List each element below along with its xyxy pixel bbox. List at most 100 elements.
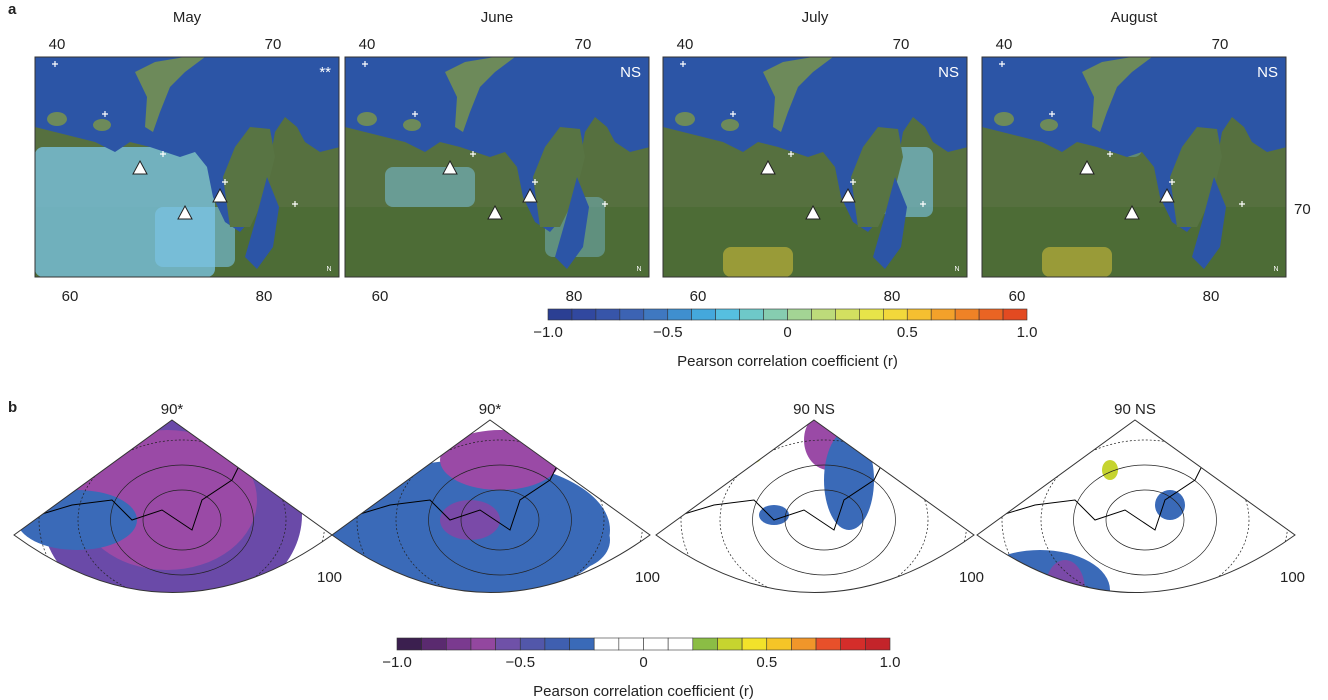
map: **N (35, 57, 340, 277)
colorbar-segment (811, 309, 835, 320)
colorbar-segment (717, 638, 742, 650)
side-label: 100 (1280, 569, 1305, 586)
month-label: July (802, 9, 829, 26)
colorbar-segment (668, 309, 692, 320)
colorbar-segment (668, 638, 693, 650)
colorbar-segment (520, 638, 545, 650)
colorbar-segment (422, 638, 447, 650)
lon-tick-label: 40 (677, 36, 694, 53)
colorbar-tick-label: 0 (783, 324, 791, 341)
colorbar-segment (979, 309, 1003, 320)
colorbar-segment (471, 638, 496, 650)
island (47, 112, 67, 126)
top-label: 90* (479, 401, 502, 418)
colorbar-segment (791, 638, 816, 650)
north-label: N (636, 266, 641, 273)
north-label: N (1273, 266, 1278, 273)
significance-label: NS (938, 64, 959, 81)
colorbar-segment (835, 309, 859, 320)
polar-map (656, 410, 974, 630)
island (721, 119, 739, 131)
north-label: N (954, 266, 959, 273)
colorbar-tick-label: 0 (639, 654, 647, 671)
colorbar-segment (619, 638, 644, 650)
lon-tick-label: 80 (884, 288, 901, 305)
colorbar-segment (572, 309, 596, 320)
correlation-region (530, 510, 610, 570)
correlation-region (440, 500, 500, 540)
colorbar-segment (644, 638, 669, 650)
colorbar-segment (859, 309, 883, 320)
correlation-region (746, 447, 762, 463)
colorbar-segment (883, 309, 907, 320)
colorbar-segment (693, 638, 718, 650)
correlation-region (1045, 560, 1085, 620)
correlation-region (759, 505, 789, 525)
correlation-region (440, 430, 560, 490)
colorbar-segment (570, 638, 595, 650)
lat-tick-label: 70 (1294, 201, 1311, 218)
colorbar-tick-label: 1.0 (1017, 324, 1038, 341)
significance-label: NS (620, 64, 641, 81)
colorbar-segment (496, 638, 521, 650)
map: NS N (982, 57, 1287, 277)
map: NS N (345, 57, 650, 277)
island (403, 119, 421, 131)
colorbar-segment (716, 309, 740, 320)
colorbar-segment (545, 638, 570, 650)
lon-tick-label: 40 (996, 36, 1013, 53)
significance-label: NS (1257, 64, 1278, 81)
side-label: 100 (959, 569, 984, 586)
lon-tick-label: 80 (1203, 288, 1220, 305)
colorbar-segment (620, 309, 644, 320)
colorbar-segment (742, 638, 767, 650)
colorbar-segment (594, 638, 619, 650)
island (357, 112, 377, 126)
colorbar-segment (767, 638, 792, 650)
correlation-patch (1042, 247, 1112, 277)
colorbar-segment (548, 309, 572, 320)
colorbar-tick-label: 0.5 (756, 654, 777, 671)
lon-tick-label: 60 (690, 288, 707, 305)
island (994, 112, 1014, 126)
polar-map (14, 410, 332, 630)
colorbar-segment (692, 309, 716, 320)
month-label: May (173, 9, 202, 26)
panel-label: a (8, 1, 17, 18)
island (93, 119, 111, 131)
correlation-patch (723, 247, 793, 277)
colorbar-caption: Pearson correlation coefficient (r) (533, 683, 754, 700)
colorbar-tick-label: −0.5 (653, 324, 683, 341)
lon-tick-label: 70 (575, 36, 592, 53)
colorbar-segment (397, 638, 422, 650)
colorbar-tick-label: −1.0 (382, 654, 412, 671)
colorbar-segment (740, 309, 764, 320)
colorbar-segment (644, 309, 668, 320)
lon-tick-label: 70 (893, 36, 910, 53)
colorbar-tick-label: 1.0 (880, 654, 901, 671)
lon-tick-label: 80 (566, 288, 583, 305)
colorbar-segment (596, 309, 620, 320)
colorbar-tick-label: 0.5 (897, 324, 918, 341)
colorbar-segment (955, 309, 979, 320)
lon-tick-label: 40 (49, 36, 66, 53)
month-label: August (1111, 9, 1159, 26)
lon-tick-label: 70 (265, 36, 282, 53)
colorbar-segment (907, 309, 931, 320)
colorbar-segment (931, 309, 955, 320)
significance-label: ** (319, 64, 331, 81)
lon-tick-label: 60 (62, 288, 79, 305)
top-label: 90 NS (793, 401, 835, 418)
island (675, 112, 695, 126)
colorbar-segment (446, 638, 471, 650)
colorbar-segment (1003, 309, 1027, 320)
colorbar-segment (764, 309, 788, 320)
correlation-region (970, 550, 1110, 630)
polar-map (970, 410, 1295, 630)
lon-tick-label: 60 (372, 288, 389, 305)
lon-tick-label: 60 (1009, 288, 1026, 305)
side-label: 100 (635, 569, 660, 586)
lon-tick-label: 40 (359, 36, 376, 53)
colorbar-segment (816, 638, 841, 650)
colorbar-tick-label: −0.5 (505, 654, 535, 671)
